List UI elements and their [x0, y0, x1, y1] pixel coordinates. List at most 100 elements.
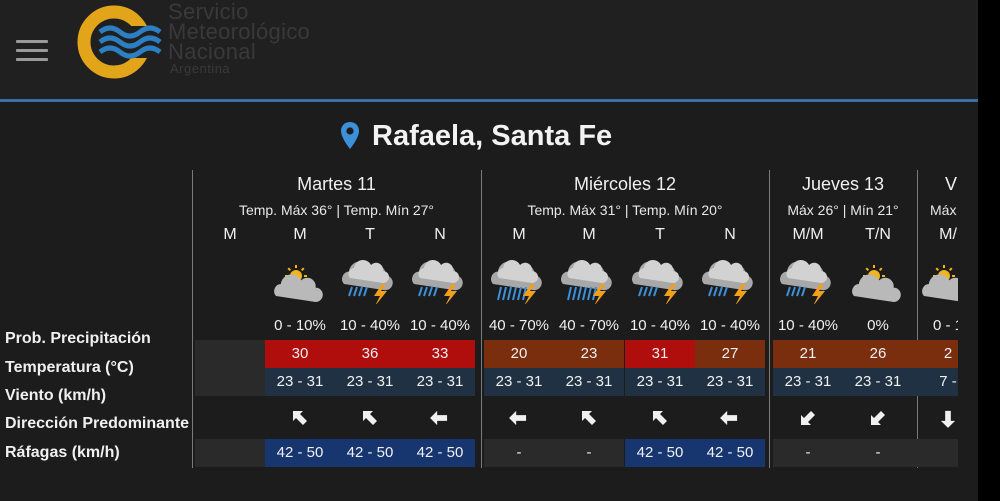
- wind-cell: 23 - 31: [265, 368, 335, 396]
- period-label: M: [512, 226, 526, 243]
- period-label: M/M: [792, 226, 824, 243]
- precip-value: 10 - 40%: [699, 317, 761, 334]
- wind-cell: 23 - 31: [405, 368, 475, 396]
- heavy-thunderstorm-icon: [561, 260, 612, 304]
- hamburger-menu-icon[interactable]: [16, 40, 48, 62]
- gust-cell: -: [484, 439, 554, 467]
- temperature-cell: 27: [695, 340, 765, 368]
- row-label-temperature: Temperatura (°C): [5, 359, 134, 376]
- wind-cell: 23 - 31: [625, 368, 695, 396]
- gust-cell: [195, 439, 265, 467]
- row-label-precipitation: Prob. Precipitación: [5, 330, 151, 347]
- partly-cloudy-icon: [274, 265, 323, 302]
- row-label-gusts: Ráfagas (km/h): [5, 444, 120, 461]
- wind-cell: 23 - 31: [773, 368, 843, 396]
- window-edge: [978, 0, 1000, 501]
- brand-line: Servicio: [168, 0, 249, 24]
- precip-value: 0 - 1: [932, 317, 958, 334]
- header: Servicio Meteorológico Nacional Argentin…: [0, 0, 978, 100]
- arrow-down-left-icon: [801, 411, 815, 425]
- day-divider: [192, 170, 193, 468]
- wind-cell: 23 - 31: [554, 368, 624, 396]
- period-label: T: [655, 226, 665, 243]
- smn-logo[interactable]: [76, 4, 166, 80]
- wind-cell: 7 -: [913, 368, 958, 396]
- temperature-cell: 2: [913, 340, 958, 368]
- day-name: Miércoles 12: [573, 174, 677, 194]
- wind-cell: 23 - 31: [843, 368, 913, 396]
- temperature-cell: 21: [773, 340, 843, 368]
- day-name: Jueves 13: [801, 174, 885, 194]
- temperature-cell: 30: [265, 340, 335, 368]
- period-label: N: [724, 226, 736, 243]
- period-label: M/: [939, 226, 957, 243]
- period-label: M: [582, 226, 596, 243]
- day-divider: [769, 170, 770, 468]
- day-name: Martes 11: [297, 174, 376, 194]
- gust-cell: [913, 439, 958, 467]
- precip-value: 10 - 40%: [629, 317, 691, 334]
- wind-cell: 23 - 31: [335, 368, 405, 396]
- thunderstorm-rain-icon: [780, 260, 831, 304]
- precip-value: 10 - 40%: [339, 317, 401, 334]
- app-window: Servicio Meteorológico Nacional Argentin…: [0, 0, 978, 501]
- period-label: T/N: [865, 226, 891, 243]
- day-temp-range: Máx 26° | Mín 21°: [787, 202, 899, 218]
- brand-subtitle: Argentina: [170, 61, 231, 76]
- thunderstorm-rain-icon: [632, 260, 683, 304]
- heavy-thunderstorm-icon: [491, 260, 542, 304]
- temperature-cell: 26: [843, 340, 913, 368]
- brand-line: Meteorológico: [168, 19, 311, 44]
- gust-cell: -: [843, 439, 913, 467]
- precip-value: 40 - 70%: [558, 317, 620, 334]
- brand-name: Servicio Meteorológico Nacional Argentin…: [168, 0, 311, 76]
- city-name: Rafaela, Santa Fe: [372, 119, 613, 152]
- arrow-left-icon: [509, 410, 527, 426]
- precip-value: 0%: [867, 317, 889, 334]
- temperature-cell: 20: [484, 340, 554, 368]
- brand-line: Nacional: [168, 39, 257, 64]
- gust-cell: 42 - 50: [625, 439, 695, 467]
- row-label-wind: Viento (km/h): [5, 387, 107, 404]
- day-divider: [917, 170, 918, 468]
- thunderstorm-rain-icon: [342, 260, 393, 304]
- wind-cell: 23 - 31: [695, 368, 765, 396]
- partly-cloudy-icon: [922, 265, 958, 302]
- precip-value: 40 - 70%: [488, 317, 550, 334]
- arrow-left-icon: [720, 410, 738, 426]
- arrow-left-icon: [430, 410, 448, 426]
- partly-cloudy-icon: [852, 265, 901, 302]
- wind-cell: [195, 368, 265, 396]
- thunderstorm-rain-icon: [702, 260, 753, 304]
- gust-cell: 42 - 50: [265, 439, 335, 467]
- day-temp-range: Temp. Máx 36° | Temp. Mín 27°: [238, 202, 435, 218]
- thunderstorm-rain-icon: [412, 260, 463, 304]
- arrow-down-icon: [940, 410, 956, 428]
- day-temp-range: Temp. Máx 31° | Temp. Mín 20°: [527, 202, 723, 218]
- gust-cell: 42 - 50: [695, 439, 765, 467]
- arrow-up-left-icon: [363, 411, 377, 425]
- row-label-direction: Dirección Predominante: [5, 415, 190, 432]
- day-temp-range: Máx: [930, 202, 957, 218]
- header-divider: [0, 99, 978, 102]
- arrow-up-left-icon: [653, 411, 667, 425]
- precip-value: 0 - 10%: [274, 317, 326, 334]
- precip-value: 10 - 40%: [777, 317, 839, 334]
- period-label: N: [434, 226, 446, 243]
- wind-cell: 23 - 31: [484, 368, 554, 396]
- gust-cell: -: [773, 439, 843, 467]
- temperature-cell: 33: [405, 340, 475, 368]
- period-label: T: [365, 226, 375, 243]
- gust-cell: 42 - 50: [335, 439, 405, 467]
- location-title: Rafaela, Santa Fe: [340, 116, 612, 156]
- temperature-cell: 36: [335, 340, 405, 368]
- temperature-cell: [195, 340, 265, 368]
- gust-cell: 42 - 50: [405, 439, 475, 467]
- arrow-up-left-icon: [293, 411, 307, 425]
- day-divider: [481, 170, 482, 468]
- period-label: M: [293, 226, 307, 243]
- forecast-grid[interactable]: Martes 11 Miércoles 12 Jueves 13 V Temp.…: [0, 0, 958, 501]
- period-label: M: [223, 226, 237, 243]
- temperature-cell: 23: [554, 340, 624, 368]
- map-pin-icon: [341, 122, 359, 149]
